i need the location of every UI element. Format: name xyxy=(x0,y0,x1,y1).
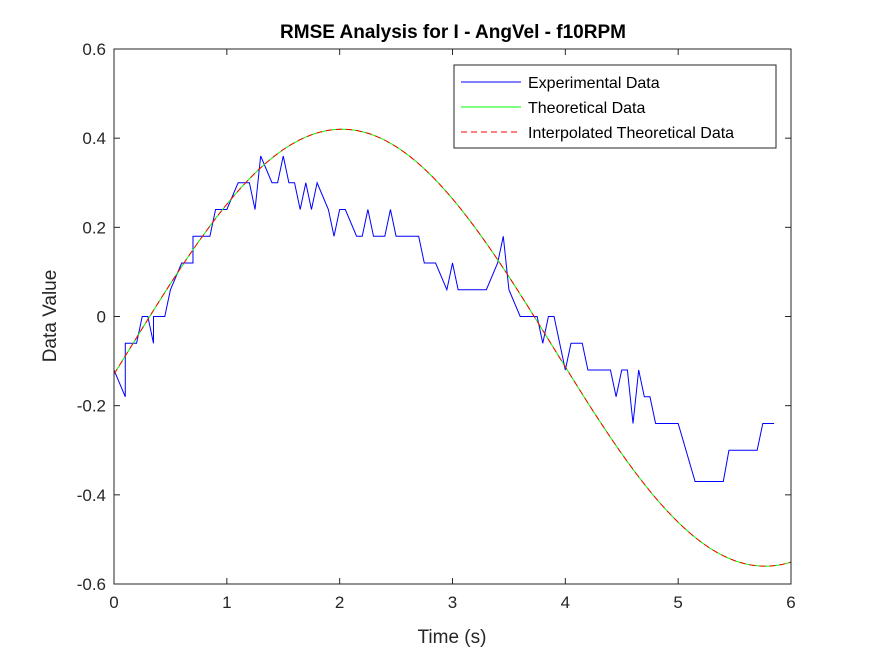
x-tick-label-3: 3 xyxy=(448,593,457,612)
series-line-0 xyxy=(113,155,775,482)
x-tick-label-5: 5 xyxy=(673,593,682,612)
x-tick-label-2: 2 xyxy=(335,593,344,612)
legend: Experimental Data Theoretical Data Interpo… xyxy=(453,64,777,149)
y-tick-label-1: -0.4 xyxy=(77,486,106,505)
series-lines xyxy=(113,128,792,567)
legend-label-1: Theoretical Data xyxy=(528,100,645,117)
x-tick-label-0: 0 xyxy=(109,593,118,612)
x-axis-label: Time (s) xyxy=(418,627,487,648)
y-tick-label-4: 0.2 xyxy=(82,218,106,237)
series-line-1 xyxy=(113,128,792,567)
y-tick-label-3: 0 xyxy=(97,308,106,327)
y-tick-label-0: -0.6 xyxy=(77,575,106,594)
y-tick-label-5: 0.4 xyxy=(82,129,106,148)
legend-label-0: Experimental Data xyxy=(528,75,660,92)
x-tick-label-6: 6 xyxy=(786,593,795,612)
x-tick-label-4: 4 xyxy=(561,593,570,612)
y-tick-label-6: 0.6 xyxy=(82,40,106,59)
series-line-2 xyxy=(113,128,792,567)
y-tick-label-2: -0.2 xyxy=(77,397,106,416)
legend-label-2: Interpolated Theoretical Data xyxy=(528,125,734,142)
y-axis-label: Data Value xyxy=(40,270,61,363)
y-axis-ticks: -0.6 -0.4 -0.2 0 0.2 0.4 0.6 xyxy=(77,40,791,594)
x-tick-label-1: 1 xyxy=(222,593,231,612)
chart-title: RMSE Analysis for I - AngVel - f10RPM xyxy=(280,22,626,43)
x-axis-ticks: 0 1 2 3 4 5 6 xyxy=(109,49,796,612)
